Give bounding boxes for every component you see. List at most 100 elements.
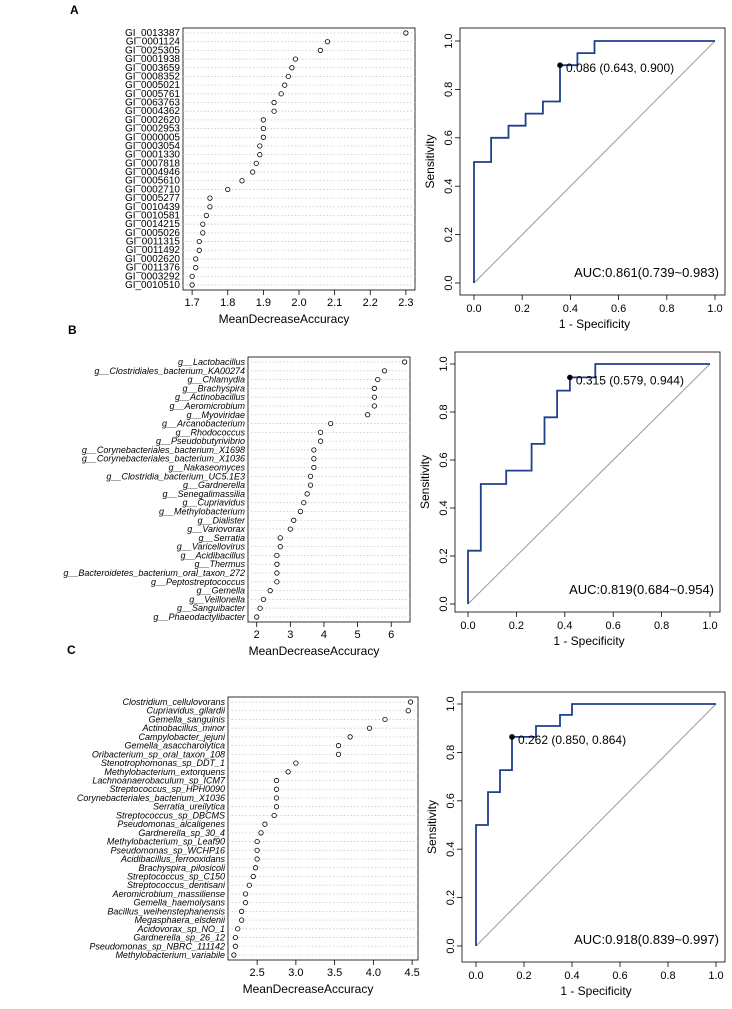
category-label: Gardnerella_sp_30_4 [138, 828, 225, 838]
data-point [271, 812, 277, 819]
y-tick-label: 0.2 [443, 227, 455, 242]
category-label: GI_0005610 [125, 176, 180, 187]
category-label: g__Pseudobutyrivibrio [156, 436, 245, 446]
data-point [254, 847, 260, 853]
category-label: GI_0003054 [125, 141, 180, 152]
category-label: GI_0003292 [125, 271, 180, 282]
data-point [189, 282, 195, 288]
category-label: Pseudomonas_sp_NBRC_111142 [89, 941, 225, 951]
category-label: Actinobacillus_minor [141, 723, 226, 733]
x-tick-label: 1.0 [707, 303, 722, 315]
x-axis-label: 1 - Specificity [560, 984, 631, 998]
dotplot-b: g__Lactobacillusg__Clostridiales_bacteri… [63, 356, 411, 658]
y-axis-label: Sensitivity [418, 455, 432, 509]
category-label: g__Corynebacteriales_bacterium_X1698 [82, 445, 245, 455]
x-tick-label: 1.0 [702, 620, 717, 632]
x-tick-label: 1.8 [220, 297, 235, 309]
roc-frame [459, 27, 726, 296]
category-label: Gemella_haemolysans [133, 898, 225, 908]
category-label: Campylobacter_jejuni [138, 732, 226, 742]
category-label: GI_0063763 [125, 98, 180, 109]
data-point [262, 821, 268, 827]
data-point [402, 359, 408, 365]
x-tick-label: 0.4 [563, 303, 578, 315]
data-point [278, 91, 284, 97]
category-label: g__Lactobacillus [178, 357, 246, 367]
data-point [231, 952, 237, 958]
y-tick-label: 0.8 [438, 404, 450, 419]
category-label: GI_0001938 [125, 54, 180, 65]
data-point [287, 526, 293, 532]
x-tick-label: 3.0 [288, 967, 303, 979]
optimal-cutoff-label: 0.262 (0.850, 0.864) [518, 733, 626, 747]
data-point [382, 716, 388, 723]
category-label: g__Varicellovirus [177, 542, 246, 552]
data-point [317, 47, 323, 53]
category-label: GI_0004362 [125, 106, 180, 117]
y-tick-label: 0.6 [443, 130, 455, 145]
category-label: Streptococcus_sp_DBCMS [116, 810, 225, 820]
x-tick-label: 2.1 [327, 297, 342, 309]
data-point [232, 934, 239, 941]
category-label: GI_0010439 [125, 202, 180, 213]
x-axis-label: 1 - Specificity [553, 634, 624, 648]
category-label: Streptococcus_sp_C150 [127, 871, 225, 881]
x-tick-label: 4.5 [404, 967, 419, 979]
x-tick-label: 3 [287, 629, 293, 641]
auc-label: AUC:0.861(0.739~0.983) [574, 265, 719, 280]
data-point [207, 195, 213, 201]
category-label: g__Acidibacillus [180, 550, 245, 560]
data-point [189, 273, 195, 279]
x-tick-label: 0.6 [611, 303, 626, 315]
data-point [274, 570, 280, 576]
data-point [260, 117, 266, 123]
y-tick-label: 0.2 [438, 548, 450, 563]
x-tick-label: 2.5 [249, 967, 264, 979]
y-tick-label: 0.0 [445, 938, 457, 953]
data-point [273, 804, 280, 810]
data-point [254, 856, 260, 862]
y-tick-label: 0.4 [445, 842, 457, 857]
data-point [196, 247, 202, 253]
data-point [407, 699, 414, 705]
x-tick-label: 0.2 [515, 303, 530, 315]
data-point [292, 56, 299, 62]
data-point [328, 420, 334, 427]
data-point [293, 760, 299, 766]
data-point [274, 561, 280, 567]
data-point [254, 614, 260, 620]
category-label: Oribacterium_sp_oral_taxon_108 [92, 749, 225, 759]
roc-frame [454, 351, 721, 613]
category-label: g__Senegalimassilia [162, 489, 245, 499]
data-point [239, 917, 245, 923]
category-label: g__Gemella [196, 586, 245, 596]
data-point [335, 743, 342, 749]
x-tick-label: 0.4 [557, 620, 572, 632]
reference-diagonal [467, 363, 711, 605]
data-point [260, 596, 267, 603]
optimal-cutoff-point [509, 734, 515, 740]
data-point [371, 394, 377, 400]
category-label: Aeromicrobium_massiliense [111, 889, 225, 899]
category-label: Gardnerella_sp_26_12 [133, 933, 225, 943]
category-label: g__Dialister [197, 515, 246, 525]
category-label: GI_0025305 [125, 45, 180, 56]
optimal-cutoff-label: 0.315 (0.579, 0.944) [576, 373, 684, 387]
data-point [335, 751, 342, 757]
data-point [246, 882, 252, 888]
optimal-cutoff-point [567, 374, 573, 381]
category-label: Megasphaera_elsdenii [134, 915, 226, 925]
category-label: g__Corynebacteriales_bacterium_X1036 [82, 454, 245, 464]
data-point [273, 786, 280, 792]
data-point [317, 438, 324, 444]
x-tick-label: 0.0 [468, 970, 483, 982]
y-tick-label: 0.8 [445, 745, 457, 760]
x-tick-label: 4 [321, 629, 327, 641]
category-label: GI_0002953 [125, 124, 180, 135]
data-point [225, 186, 231, 193]
data-point [405, 708, 411, 714]
x-tick-label: 2.0 [291, 297, 306, 309]
data-point [193, 265, 199, 271]
y-axis-label: Sensitivity [425, 800, 439, 854]
data-point [285, 73, 291, 80]
